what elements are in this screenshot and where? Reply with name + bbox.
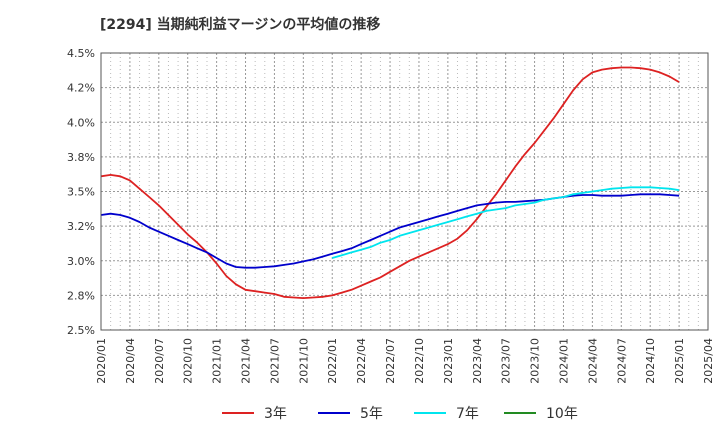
series-line: [100, 193, 680, 269]
x-tick-label: 2023/07: [500, 338, 513, 384]
x-tick-label: 2022/10: [413, 338, 426, 384]
x-tick-label: 2024/10: [644, 338, 657, 384]
x-tick-label: 2024/07: [615, 338, 628, 384]
x-tick-label: 2020/10: [182, 338, 195, 384]
x-tick-label: 2021/10: [297, 338, 310, 384]
series-lines: [100, 66, 680, 300]
chart-title: [2294] 当期純利益マージンの平均値の推移: [100, 17, 381, 33]
legend-label: 7年: [456, 406, 479, 422]
x-tick-label: 2022/01: [326, 338, 339, 384]
x-tick-label: 2025/04: [702, 338, 715, 384]
legend-label: 3年: [264, 406, 287, 422]
legend-label: 5年: [360, 406, 383, 422]
y-tick-label: 2.5%: [67, 324, 95, 337]
legend-label: 10年: [546, 406, 578, 422]
x-tick-label: 2021/01: [211, 338, 224, 384]
x-tick-label: 2023/01: [442, 338, 455, 384]
x-tick-label: 2022/04: [355, 338, 368, 384]
x-tick-label: 2021/07: [268, 338, 281, 384]
x-tick-label: 2022/07: [384, 338, 397, 384]
y-axis-tick-labels: 2.5% 2.8% 3.0% 3.2% 3.5% 3.8% 4.0% 4.2% 4.5%: [67, 47, 95, 337]
x-tick-label: 2020/04: [124, 338, 137, 384]
plot-frame: [100, 52, 709, 331]
x-tick-label: 2023/10: [529, 338, 542, 384]
x-tick-label: 2020/07: [153, 338, 166, 384]
series-line: [100, 66, 680, 300]
y-tick-label: 4.5%: [67, 47, 95, 60]
x-tick-label: 2024/01: [557, 338, 570, 384]
plot-background: [101, 53, 708, 330]
legend: 3年 5年 7年 10年: [222, 406, 578, 422]
y-tick-label: 4.2%: [67, 82, 95, 95]
x-tick-label: 2021/04: [240, 338, 253, 384]
y-tick-label: 4.0%: [67, 116, 95, 129]
x-tick-label: 2020/01: [95, 338, 108, 384]
x-axis-tick-labels: 2020/01 2020/04 2020/07 2020/10 2021/01 2021/…: [95, 338, 715, 384]
y-tick-label: 3.5%: [67, 186, 95, 199]
y-tick-label: 3.2%: [67, 220, 95, 233]
x-tick-label: 2024/04: [586, 338, 599, 384]
x-tick-label: 2025/01: [673, 338, 686, 384]
y-tick-label: 3.0%: [67, 255, 95, 268]
series-line: [331, 186, 680, 259]
y-tick-label: 2.8%: [67, 289, 95, 302]
x-tick-label: 2023/04: [471, 338, 484, 384]
y-tick-label: 3.8%: [67, 151, 95, 164]
